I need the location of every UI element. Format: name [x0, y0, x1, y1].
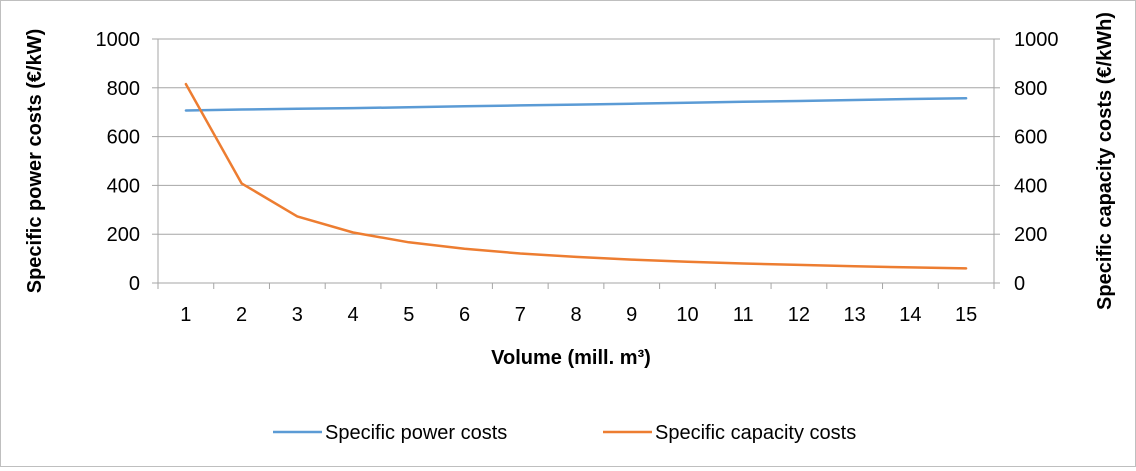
y-right-tick-label: 800: [1014, 78, 1047, 100]
legend-label-power: Specific power costs: [325, 422, 507, 444]
y-left-tick-label: 600: [107, 127, 140, 149]
x-tick-label: 13: [844, 304, 866, 326]
x-tick-label: 9: [626, 304, 637, 326]
x-tick-label: 15: [955, 304, 977, 326]
legend: Specific power costs Specific capacity c…: [273, 422, 856, 444]
y-right-tick-label: 600: [1014, 127, 1047, 149]
series-line-power: [186, 98, 966, 110]
x-tick-label: 4: [348, 304, 359, 326]
x-tick-label: 7: [515, 304, 526, 326]
x-tick-label: 5: [403, 304, 414, 326]
y-right-tick-label: 1000: [1014, 29, 1059, 51]
x-axis-title: Volume (mill. m³): [491, 347, 651, 369]
x-tick-label: 14: [899, 304, 921, 326]
x-tick-label: 3: [292, 304, 303, 326]
series-lines: [186, 84, 966, 268]
x-tick-label: 1: [180, 304, 191, 326]
y-right-tick-label: 400: [1014, 175, 1047, 197]
y-left-tick-label: 1000: [96, 29, 141, 51]
x-tick-label: 12: [788, 304, 810, 326]
legend-label-capacity: Specific capacity costs: [655, 422, 856, 444]
y-left-tick-label: 200: [107, 224, 140, 246]
y-left-tick-label: 800: [107, 78, 140, 100]
gridlines: [158, 39, 994, 234]
y-axis-title-right: Specific capacity costs (€/kWh): [1094, 12, 1116, 310]
x-tick-label: 2: [236, 304, 247, 326]
x-tick-label: 8: [570, 304, 581, 326]
y-left-tick-label: 0: [129, 273, 140, 295]
y-left-tick-label: 400: [107, 175, 140, 197]
x-tick-label: 10: [676, 304, 698, 326]
y-right-tick-label: 200: [1014, 224, 1047, 246]
x-tick-label: 6: [459, 304, 470, 326]
axes: [152, 39, 1000, 289]
y-axis-title-left: Specific power costs (€/kW): [24, 29, 46, 294]
y-right-tick-label: 0: [1014, 273, 1025, 295]
x-tick-label: 11: [733, 304, 754, 326]
series-line-capacity: [186, 84, 966, 268]
